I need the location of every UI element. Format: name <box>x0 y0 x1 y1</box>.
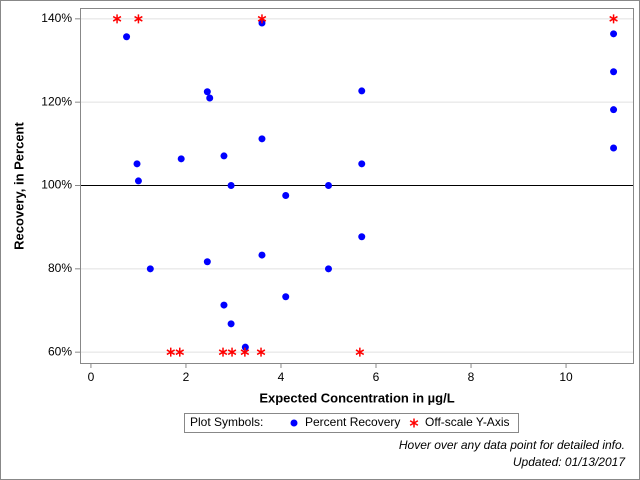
legend-marker <box>409 418 419 428</box>
point <box>203 258 211 266</box>
point <box>240 347 250 357</box>
x-tick-label: 2 <box>183 370 190 384</box>
point <box>258 251 266 259</box>
point <box>146 265 154 273</box>
point <box>203 88 211 96</box>
x-tick-label: 0 <box>88 370 95 384</box>
y-tick-label: 100% <box>41 178 72 192</box>
point <box>123 33 131 41</box>
point <box>220 301 228 309</box>
point <box>610 144 618 152</box>
point <box>220 152 228 160</box>
x-tick-label: 8 <box>468 370 475 384</box>
x-tick-label: 6 <box>373 370 380 384</box>
point <box>282 293 290 301</box>
point <box>134 177 142 185</box>
y-axis-label: Recovery, in Percent <box>11 122 26 250</box>
point <box>206 94 214 102</box>
point <box>112 14 122 24</box>
x-tick-label: 4 <box>278 370 285 384</box>
point <box>324 265 332 273</box>
legend-label: Percent Recovery <box>305 415 400 429</box>
point <box>257 14 267 24</box>
point <box>358 233 366 241</box>
point <box>355 347 365 357</box>
y-tick-label: 80% <box>48 261 72 275</box>
point <box>610 30 618 38</box>
point <box>610 68 618 76</box>
point <box>282 192 290 199</box>
point <box>256 347 266 357</box>
point <box>134 14 143 24</box>
point <box>241 343 249 351</box>
point <box>609 14 618 24</box>
point <box>227 320 235 328</box>
point <box>133 160 141 168</box>
point <box>358 87 366 95</box>
x-axis-label: Expected Concentration in µg/L <box>259 390 454 405</box>
footnote: Updated: 01/13/2017 <box>513 455 626 469</box>
footnote: Hover over any data point for detailed i… <box>399 438 625 452</box>
point <box>175 347 185 357</box>
point <box>227 182 235 189</box>
legend-title: Plot Symbols: <box>190 415 263 429</box>
legend-box <box>184 413 519 433</box>
y-tick-label: 140% <box>41 11 72 25</box>
point <box>218 347 228 357</box>
point <box>227 347 237 357</box>
x-tick-label: 10 <box>559 370 573 384</box>
plot-frame <box>80 8 634 364</box>
legend-label: Off-scale Y-Axis <box>425 415 509 429</box>
point <box>177 155 185 163</box>
point <box>610 106 618 114</box>
point <box>258 135 266 143</box>
legend-marker <box>290 419 298 427</box>
y-tick-label: 60% <box>48 344 72 358</box>
point <box>324 182 332 189</box>
point <box>166 347 176 357</box>
point <box>358 160 366 168</box>
y-tick-label: 120% <box>41 94 72 108</box>
